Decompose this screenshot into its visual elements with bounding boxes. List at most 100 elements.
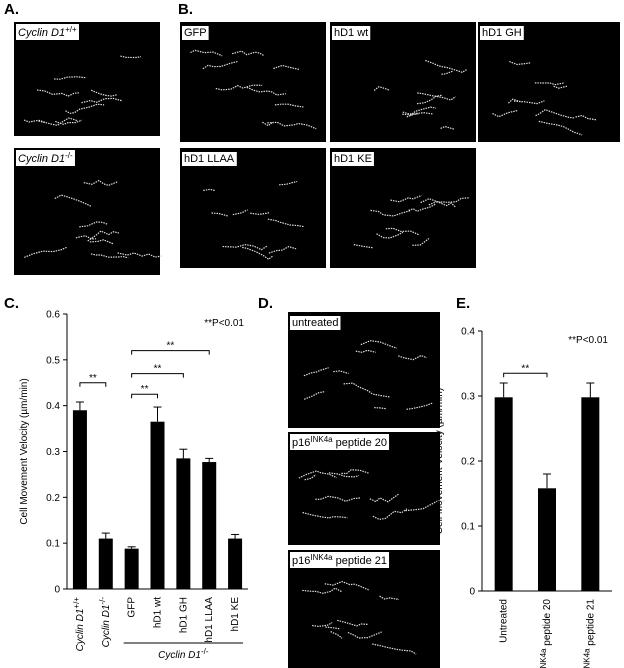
x-tick-label-sup: INK4a: [582, 648, 591, 668]
cell-track: [38, 117, 79, 127]
image-label-text: p16: [292, 555, 310, 567]
cell-track: [513, 100, 545, 105]
micrograph: [180, 148, 326, 268]
note: **P<0.01: [568, 335, 608, 346]
bar: [228, 538, 243, 589]
cell-track: [373, 86, 391, 91]
x-tick-label-after: peptide 21: [585, 599, 596, 649]
cell-track: [372, 508, 408, 521]
cell-track: [83, 179, 119, 187]
cell-track: [402, 106, 437, 116]
cell-track: [268, 245, 297, 254]
x-tick-label: p16INK4a peptide 20: [539, 599, 553, 668]
panel-letter: C.: [4, 295, 19, 312]
cell-track: [406, 112, 434, 118]
significance-label: **: [141, 384, 149, 395]
cell-track: [575, 114, 598, 121]
image-label-box: [16, 24, 79, 40]
x-tick-label-sup: -/-: [98, 597, 107, 605]
cell-track: [203, 188, 215, 192]
micrograph: [288, 432, 440, 545]
image-label-sup: INK4a: [310, 435, 333, 444]
y-axis-title: Cell Movement Velocity (µm/min): [434, 388, 445, 534]
bar: [150, 421, 165, 589]
image-label: hD1 LLAA: [184, 153, 235, 165]
x-tick-label-text: Cyclin D1: [75, 609, 86, 652]
y-axis-title: Cell Movement Velocity (µm/min): [19, 378, 30, 524]
cell-track: [353, 244, 373, 249]
cell-track: [75, 235, 97, 240]
y-tick-label: 0.2: [461, 457, 475, 468]
image-label: hD1 wt: [334, 27, 368, 39]
image-label-text: Cyclin D1: [18, 153, 65, 165]
y-tick-label: 0.3: [46, 447, 60, 458]
image-label-text: Cyclin D1: [18, 27, 65, 39]
cell-track: [337, 619, 369, 627]
significance-bracket: [131, 373, 184, 378]
x-tick-label: p16INK4a peptide 21: [582, 599, 596, 668]
y-tick-label: 0.2: [46, 493, 60, 504]
significance-label: **: [521, 363, 529, 374]
cell-track: [408, 203, 436, 213]
cell-track: [428, 197, 470, 206]
cell-track: [304, 474, 317, 481]
cell-track: [36, 89, 80, 97]
cell-track: [390, 194, 422, 203]
panel-letter: E.: [456, 295, 470, 312]
bar: [124, 548, 139, 589]
cell-track: [369, 493, 399, 503]
cell-track: [250, 212, 270, 216]
cell-track: [54, 76, 87, 80]
cell-track: [262, 121, 273, 127]
panel-letter: B.: [178, 1, 193, 18]
micrograph: [330, 148, 476, 268]
cell-track: [341, 469, 369, 475]
cell-track: [324, 580, 369, 591]
x-tick-label: Cyclin D1+/+: [72, 597, 86, 652]
cell-track: [405, 500, 445, 512]
cell-track: [298, 470, 337, 479]
bar: [538, 488, 556, 591]
significance-bracket: [503, 372, 548, 378]
image-label: p16INK4a peptide 21: [292, 553, 387, 567]
cell-track: [232, 209, 248, 216]
cell-track: [242, 246, 274, 260]
cell-track: [273, 64, 300, 71]
cell-track: [24, 246, 67, 258]
image-label-after: peptide 20: [333, 437, 387, 449]
group-label-sup: -/-: [201, 647, 209, 656]
cell-track: [117, 252, 163, 258]
cell-track: [374, 407, 387, 410]
y-tick-label: 0.1: [46, 539, 60, 550]
micrograph: [14, 148, 160, 275]
image-label: hD1 GH: [482, 27, 522, 39]
cell-track: [398, 354, 428, 361]
x-tick-label: hD1 KE: [230, 597, 241, 632]
x-tick-label-text: Cyclin D1: [101, 605, 112, 648]
cell-track: [65, 103, 105, 115]
cell-track: [190, 49, 223, 57]
cell-track: [406, 402, 433, 410]
cell-track: [385, 227, 420, 236]
cell-track: [553, 85, 568, 89]
micrograph: [14, 22, 160, 136]
cell-track: [441, 70, 454, 75]
cell-track: [492, 109, 518, 118]
cell-track: [89, 239, 114, 245]
significance-label: **: [154, 364, 162, 375]
cell-track: [425, 59, 468, 73]
x-tick-label: hD1 GH: [178, 597, 189, 633]
micrograph: [478, 22, 620, 142]
cell-track: [315, 495, 361, 502]
bar: [202, 462, 217, 589]
cell-track: [246, 86, 286, 96]
x-tick-label: GFP: [127, 597, 138, 618]
image-label: p16INK4a peptide 20: [292, 435, 387, 449]
x-tick-label-sup: +/+: [72, 597, 81, 609]
bar: [72, 410, 87, 589]
cell-track: [412, 238, 430, 246]
image-label-box: [332, 152, 374, 166]
x-tick-label: hD1 wt: [153, 597, 164, 628]
y-tick-label: 0.1: [461, 522, 475, 533]
cell-track: [90, 89, 118, 97]
